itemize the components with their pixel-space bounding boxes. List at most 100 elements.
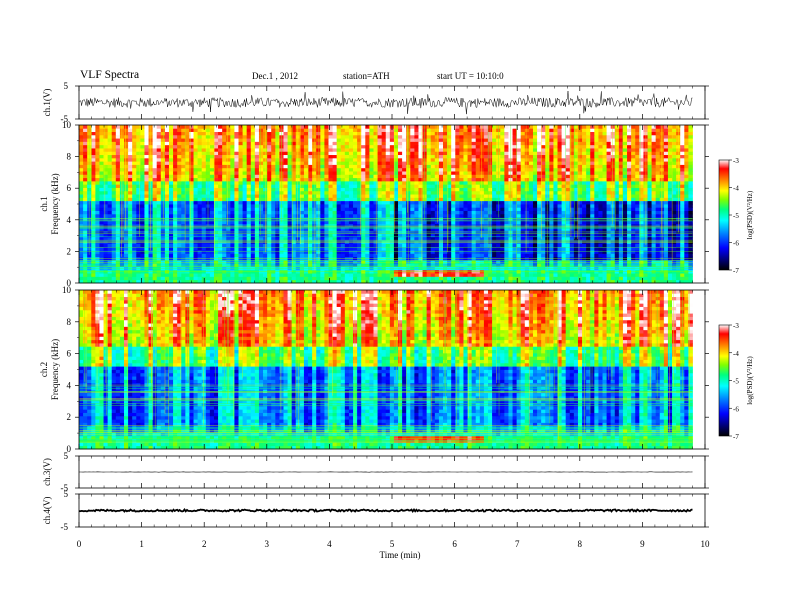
- ch1-spectrogram-cell: [87, 279, 92, 284]
- ch1-spectrogram-cell: [254, 246, 260, 251]
- ch1-spectrogram-cell: [128, 250, 133, 254]
- ch1-spectrogram-cell: [602, 207, 607, 211]
- ch1-spectrogram-cell: [189, 200, 194, 205]
- ch1-spectrogram-cell: [667, 174, 673, 179]
- ch1-spectrogram-cell: [234, 197, 239, 202]
- ch1-spectrogram-cell: [467, 263, 473, 267]
- ch1-spectrogram-cell: [177, 250, 182, 254]
- ch1-spectrogram-cell: [209, 243, 215, 248]
- ch1-spectrogram-cell: [504, 200, 509, 205]
- ch1-spectrogram-cell: [103, 187, 109, 192]
- ch1-spectrogram-cell: [590, 240, 595, 244]
- ch1-spectrogram-cell: [451, 217, 456, 221]
- ch1-spectrogram-cell: [111, 276, 117, 281]
- ch1-spectrogram-cell: [312, 250, 317, 254]
- ch1-spectrogram-cell: [340, 253, 346, 258]
- ch1-spectrogram-cell: [639, 246, 644, 251]
- ch1-spectrogram-cell: [516, 273, 522, 277]
- ch1-spectrogram-cell: [95, 276, 100, 281]
- ch1-spectrogram-cell: [684, 250, 689, 254]
- ch1-spectrogram-cell: [111, 174, 117, 179]
- ch1-spectrogram-cell: [651, 210, 657, 215]
- ch1-spectrogram-cell: [160, 236, 166, 241]
- ch1-spectrogram-cell: [177, 213, 182, 218]
- ch1-spectrogram-cell: [471, 273, 477, 277]
- ch1-spectrogram-cell: [107, 180, 113, 185]
- ch1-spectrogram-cell: [361, 236, 366, 241]
- ch1-spectrogram-cell: [430, 233, 436, 238]
- ch1-spectrogram-cell: [324, 253, 329, 258]
- ch1-spectrogram-cell: [471, 213, 477, 218]
- ch1-spectrogram-cell: [385, 210, 391, 215]
- ch1-spectrogram-cell: [348, 246, 354, 251]
- ch1-spectrogram-cell: [672, 246, 677, 251]
- ch1-spectrogram-cell: [316, 263, 321, 267]
- ch1-spectrogram-cell: [614, 217, 620, 221]
- ch1-spectrogram-cell: [500, 220, 505, 225]
- ch1-spectrogram-cell: [132, 194, 137, 198]
- ch1-spectrogram-cell: [688, 190, 693, 195]
- ch1-spectrogram-cell: [443, 194, 448, 198]
- ch1-spectrogram-cell: [557, 190, 562, 195]
- ch1-spectrogram-cell: [553, 250, 558, 254]
- ch1-spectrogram-cell: [389, 207, 395, 211]
- ch1-spectrogram-cell: [443, 217, 448, 221]
- ch1-spectrogram-cell: [160, 250, 166, 254]
- ch1-spectrogram-cell: [467, 213, 473, 218]
- ch1-spectrogram-cell: [369, 223, 374, 228]
- ch1-spectrogram-cell: [627, 217, 632, 221]
- ch1-spectrogram-cell: [271, 190, 276, 195]
- ch1-spectrogram-cell: [463, 213, 468, 218]
- ch1-spectrogram-cell: [107, 250, 113, 254]
- ch1-spectrogram-cell: [414, 279, 419, 284]
- ch1-spectrogram-cell: [430, 250, 436, 254]
- ch1-spectrogram-cell: [340, 279, 346, 284]
- ch1-spectrogram-cell: [242, 236, 248, 241]
- ch1-spectrogram-cell: [242, 246, 248, 251]
- ch1-spectrogram-cell: [160, 184, 166, 188]
- ch1-spectrogram-cell: [418, 243, 423, 248]
- ch1-spectrogram-cell: [410, 233, 415, 238]
- ch1-spectrogram-cell: [160, 223, 166, 228]
- ch1-spectrogram-cell: [348, 180, 354, 185]
- ch1-spectrogram-cell: [532, 204, 538, 208]
- ch1-spectrogram-cell: [91, 253, 96, 258]
- ch1-spectrogram-cell: [463, 233, 468, 238]
- ch1-spectrogram-cell: [434, 243, 440, 248]
- ch1-spectrogram-cell: [79, 171, 84, 175]
- ch1-spectrogram-cell: [156, 184, 162, 188]
- ch1-spectrogram-cell: [201, 246, 207, 251]
- ch1-spectrogram-cell: [590, 250, 595, 254]
- ch1-spectrogram-cell: [303, 220, 309, 225]
- ch1-spectrogram-cell: [524, 240, 530, 244]
- ch1-spectrogram-cell: [320, 220, 325, 225]
- ch1-spectrogram-cell: [140, 197, 145, 202]
- ch1-spectrogram-cell: [258, 259, 264, 264]
- ch1-spectrogram-cell: [189, 240, 194, 244]
- ch1-spectrogram-cell: [357, 233, 362, 238]
- ch1-spectrogram-cell: [569, 236, 575, 241]
- ch1-spectrogram-cell: [316, 184, 321, 188]
- ch1-spectrogram-cell: [328, 259, 333, 264]
- ch1-spectrogram-cell: [119, 263, 125, 267]
- ch1-spectrogram-cell: [91, 243, 96, 248]
- ch1-spectrogram-cell: [647, 273, 652, 277]
- ch1-spectrogram-cell: [524, 223, 530, 228]
- ch1-spectrogram-cell: [185, 250, 190, 254]
- ch1-spectrogram-cell: [115, 204, 121, 208]
- ch1-spectrogram-cell: [639, 210, 644, 215]
- ch1-spectrogram-cell: [594, 259, 599, 264]
- ch1-spectrogram-cell: [287, 246, 293, 251]
- ch1-spectrogram-cell: [496, 236, 501, 241]
- ch1-spectrogram-cell: [504, 263, 509, 267]
- ch1-spectrogram-cell: [312, 180, 317, 185]
- ch1-spectrogram-cell: [226, 204, 231, 208]
- ch1-spectrogram-cell: [299, 174, 305, 179]
- ch1-spectrogram-cell: [569, 200, 575, 205]
- ch1-spectrogram-cell: [541, 190, 546, 195]
- ch1-spectrogram-cell: [164, 279, 170, 284]
- ch1-spectrogram-cell: [381, 194, 387, 198]
- ch1-spectrogram-cell: [410, 250, 415, 254]
- ch1-spectrogram-cell: [271, 263, 276, 267]
- ch1-spectrogram-cell: [422, 190, 428, 195]
